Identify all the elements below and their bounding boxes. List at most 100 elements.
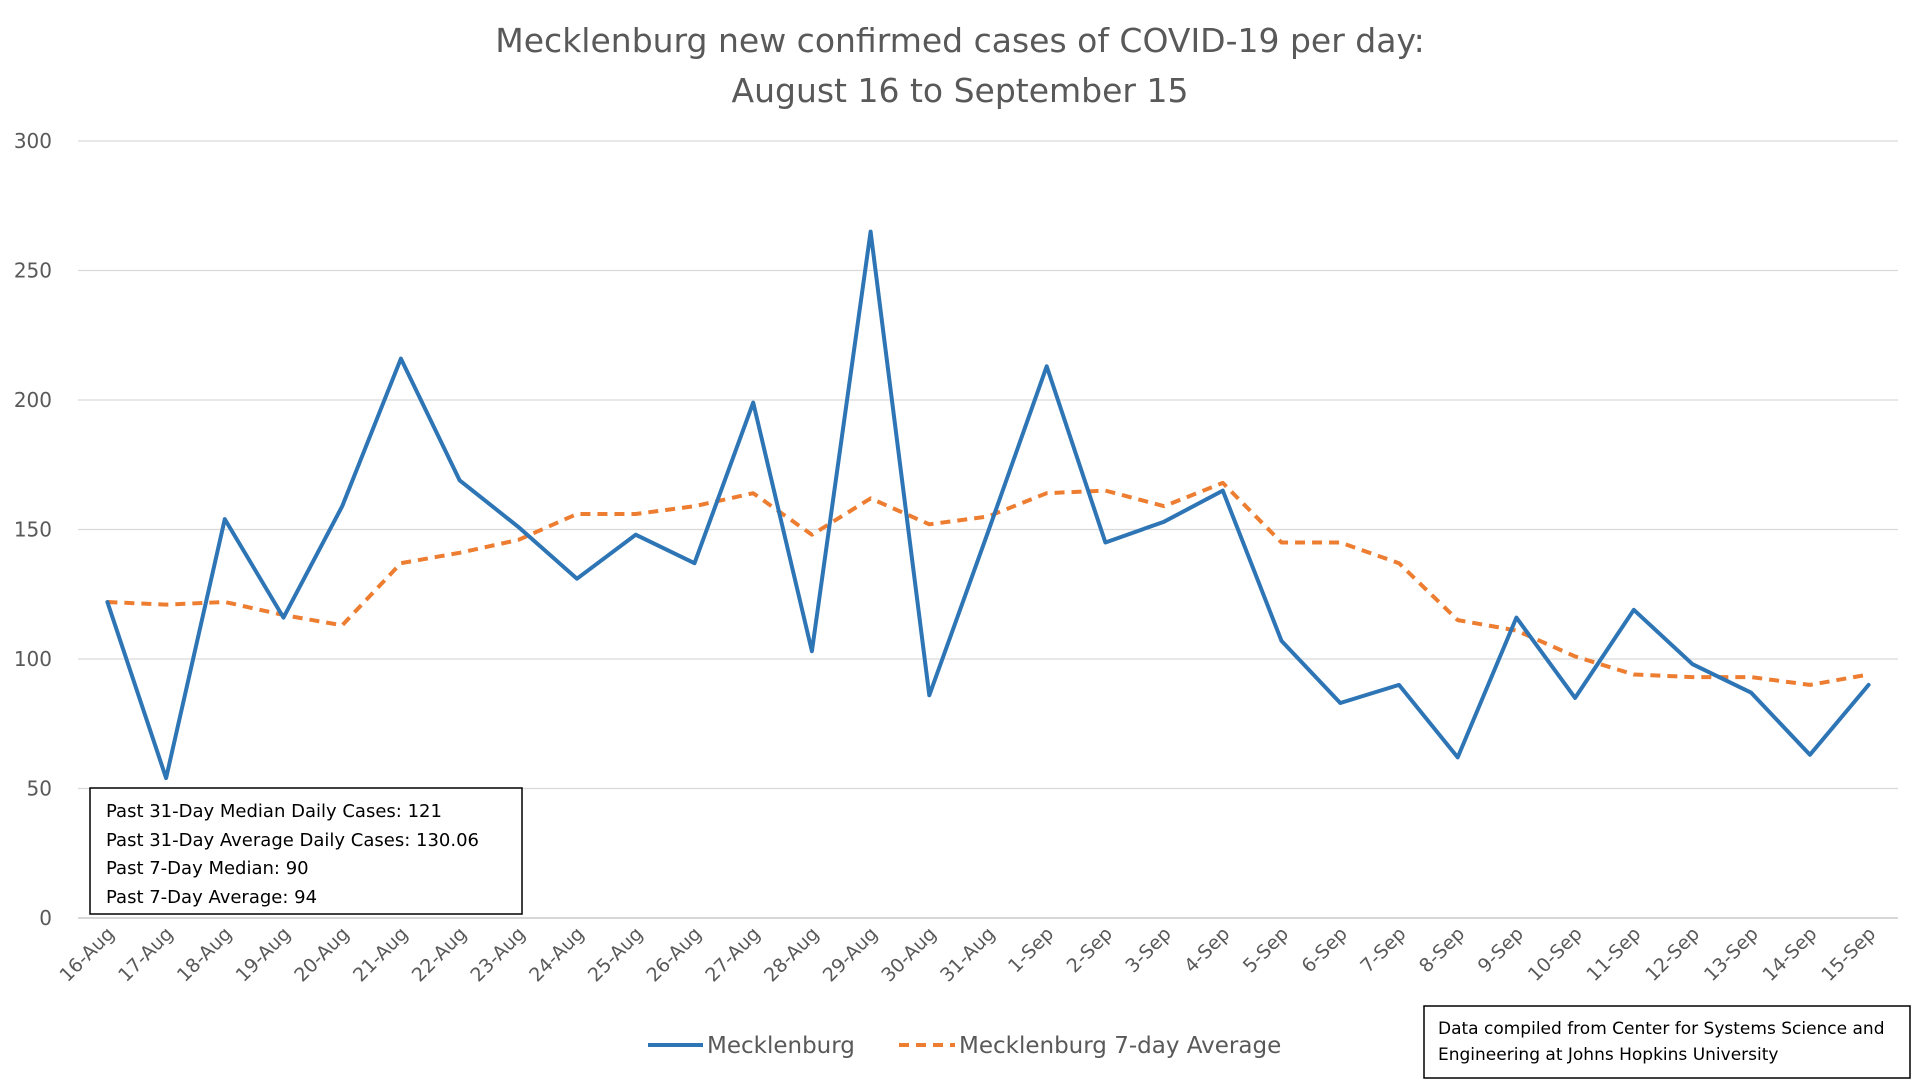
data-point-7-day-average [1516, 630, 1517, 631]
y-tick-label: 0 [39, 906, 52, 930]
data-point-mecklenburg [635, 534, 636, 535]
data-point-7-day-average [1340, 542, 1341, 543]
data-point-mecklenburg [1809, 754, 1810, 755]
data-point-mecklenburg [1457, 757, 1458, 758]
x-tick-label: 14-Sep [1759, 923, 1822, 986]
x-tick-label: 31-Aug [936, 923, 999, 986]
x-tick-label: 13-Sep [1700, 923, 1763, 986]
series-line-7-day-average [107, 480, 1869, 687]
stats-box: Past 31-Day Median Daily Cases: 121 Past… [89, 787, 523, 915]
x-tick-label: 22-Aug [408, 923, 471, 986]
data-point-mecklenburg [1575, 697, 1576, 698]
data-point-7-day-average [929, 524, 930, 525]
data-point-mecklenburg [400, 358, 401, 359]
data-point-7-day-average [1751, 677, 1752, 678]
stats-box-frame [89, 787, 523, 915]
data-point-mecklenburg [870, 231, 871, 232]
x-tick-label: 23-Aug [466, 923, 529, 986]
data-point-7-day-average [1281, 542, 1282, 543]
x-tick-label: 11-Sep [1583, 923, 1646, 986]
x-tick-label: 4-Sep [1180, 923, 1234, 977]
data-point-mecklenburg [929, 695, 930, 696]
data-point-mecklenburg [1340, 703, 1341, 704]
x-tick-label: 20-Aug [290, 923, 353, 986]
data-point-mecklenburg [342, 506, 343, 507]
data-point-mecklenburg [1281, 640, 1282, 641]
data-point-mecklenburg [1399, 684, 1400, 685]
data-point-7-day-average [1164, 506, 1165, 507]
stats-box-line: Past 7-Day Average: 94 [106, 887, 317, 908]
legend-label-7-day-average: Mecklenburg 7-day Average [959, 1033, 1281, 1059]
x-tick-label: 24-Aug [525, 923, 588, 986]
x-tick-label: 6-Sep [1298, 923, 1352, 977]
data-point-7-day-average [1105, 490, 1106, 491]
x-tick-label: 17-Aug [114, 923, 177, 986]
data-point-mecklenburg [166, 778, 167, 779]
data-point-7-day-average [577, 514, 578, 515]
x-tick-label: 9-Sep [1474, 923, 1528, 977]
data-point-7-day-average [342, 625, 343, 626]
chart-title-line-2: August 16 to September 15 [732, 71, 1189, 110]
legend-label-mecklenburg: Mecklenburg [707, 1033, 855, 1059]
data-point-mecklenburg [1164, 521, 1165, 522]
data-point-mecklenburg [283, 617, 284, 618]
data-point-7-day-average [1633, 674, 1634, 675]
stats-box-line: Past 7-Day Median: 90 [106, 858, 309, 879]
y-tick-label: 50 [27, 777, 52, 801]
data-point-mecklenburg [1105, 542, 1106, 543]
data-point-7-day-average [753, 493, 754, 494]
data-point-7-day-average [1399, 563, 1400, 564]
data-point-7-day-average [694, 506, 695, 507]
data-point-mecklenburg [1751, 692, 1752, 693]
x-tick-label: 3-Sep [1121, 923, 1175, 977]
y-tick-label: 100 [14, 647, 52, 671]
source-note-frame [1423, 1005, 1911, 1079]
x-tick-label: 16-Aug [55, 923, 118, 986]
x-tick-label: 2-Sep [1063, 923, 1117, 977]
data-point-7-day-average [1046, 493, 1047, 494]
chart-title: Mecklenburg new confirmed cases of COVID… [495, 21, 1424, 110]
x-tick-label: 19-Aug [232, 923, 295, 986]
data-point-7-day-average [1457, 620, 1458, 621]
x-tick-label: 21-Aug [349, 923, 412, 986]
data-point-7-day-average [635, 514, 636, 515]
data-point-mecklenburg [694, 563, 695, 564]
data-point-mecklenburg [1633, 609, 1634, 610]
data-point-mecklenburg [753, 402, 754, 403]
data-point-7-day-average [518, 539, 519, 540]
data-point-mecklenburg [811, 651, 812, 652]
data-point-7-day-average [1222, 482, 1223, 483]
data-point-7-day-average [811, 534, 812, 535]
x-tick-label: 5-Sep [1239, 923, 1293, 977]
data-point-7-day-average [1575, 656, 1576, 657]
data-point-mecklenburg [1692, 664, 1693, 665]
x-tick-label: 10-Sep [1524, 923, 1587, 986]
y-tick-label: 150 [14, 518, 52, 542]
data-point-mecklenburg [988, 532, 989, 533]
stats-box-line: Past 31-Day Average Daily Cases: 130.06 [106, 830, 479, 851]
data-point-mecklenburg [224, 519, 225, 520]
data-point-7-day-average [400, 563, 401, 564]
x-tick-label: 1-Sep [1004, 923, 1058, 977]
data-point-7-day-average [988, 516, 989, 517]
x-tick-label: 8-Sep [1415, 923, 1469, 977]
data-point-mecklenburg [577, 578, 578, 579]
x-tick-label: 12-Sep [1641, 923, 1704, 986]
data-point-7-day-average [1692, 677, 1693, 678]
y-tick-label: 250 [14, 259, 52, 283]
x-tick-label: 27-Aug [701, 923, 764, 986]
x-tick-label: 29-Aug [819, 923, 882, 986]
series-line-mecklenburg [105, 229, 1871, 781]
data-point-mecklenburg [1868, 684, 1869, 685]
data-point-7-day-average [1868, 674, 1869, 675]
series-lines [105, 229, 1871, 781]
x-tick-label: 25-Aug [584, 923, 647, 986]
source-note-box: Data compiled from Center for Systems Sc… [1423, 1005, 1911, 1079]
data-point-7-day-average [166, 604, 167, 605]
data-point-mecklenburg [459, 480, 460, 481]
chart-title-line-1: Mecklenburg new confirmed cases of COVID… [495, 21, 1424, 60]
data-point-mecklenburg [1046, 366, 1047, 367]
x-tick-label: 15-Sep [1817, 923, 1880, 986]
stats-box-line: Past 31-Day Median Daily Cases: 121 [106, 801, 442, 822]
data-point-mecklenburg [1516, 617, 1517, 618]
